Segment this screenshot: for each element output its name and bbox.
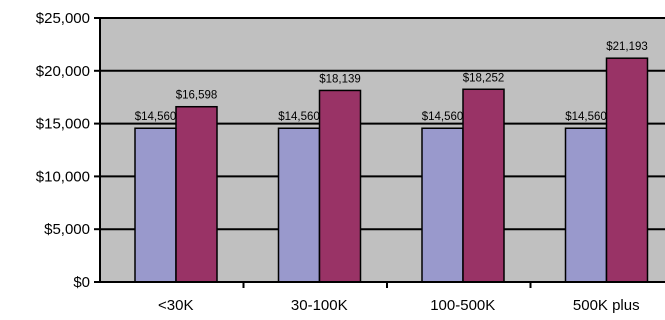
bar bbox=[318, 89, 362, 283]
x-tick-label: 30-100K bbox=[291, 297, 348, 314]
y-tick-label: $5,000 bbox=[44, 221, 90, 238]
y-tick-label: $25,000 bbox=[36, 10, 90, 27]
axes bbox=[94, 17, 665, 288]
data-label: $14,560 bbox=[422, 111, 464, 123]
data-label: $21,193 bbox=[606, 41, 648, 53]
y-tick-label: $10,000 bbox=[36, 168, 90, 185]
bar bbox=[421, 127, 464, 283]
data-label: $16,598 bbox=[176, 90, 218, 102]
bar bbox=[277, 127, 321, 283]
bar bbox=[564, 127, 608, 283]
x-tick-label: <30K bbox=[158, 297, 193, 314]
y-tick-label: $15,000 bbox=[36, 116, 90, 133]
x-tick-label: 100-500K bbox=[430, 297, 495, 314]
x-tick-label: 500K plus bbox=[573, 297, 640, 314]
data-label: $14,560 bbox=[135, 111, 177, 123]
data-label: $18,139 bbox=[319, 73, 361, 85]
bars bbox=[134, 57, 649, 283]
bar bbox=[175, 105, 218, 283]
data-label: $18,252 bbox=[463, 72, 505, 84]
y-tick-label: $20,000 bbox=[36, 63, 90, 80]
data-label: $14,560 bbox=[565, 111, 607, 123]
labels: $0 $5,000 $10,000 $15,000 $20,000 $25,000 <30K… bbox=[36, 10, 648, 314]
bar bbox=[134, 127, 177, 283]
data-label: $14,560 bbox=[278, 111, 320, 123]
bar bbox=[462, 88, 505, 283]
bar bbox=[605, 57, 649, 283]
y-tick-label: $0 bbox=[73, 274, 90, 291]
